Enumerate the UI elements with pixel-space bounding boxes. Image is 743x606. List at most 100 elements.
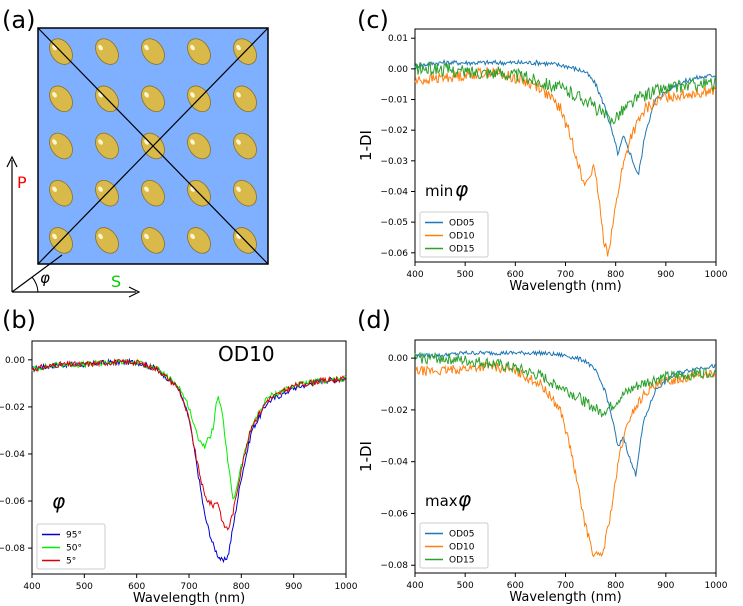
- particle-body: [233, 85, 257, 113]
- x-tick-label: 700: [180, 582, 197, 592]
- y-tick-label: −0.01: [380, 96, 408, 106]
- particle-body: [233, 132, 257, 160]
- particle-body: [187, 227, 211, 254]
- particle-highlight: [98, 44, 103, 51]
- x-tick-label: 600: [507, 270, 524, 280]
- particle-body: [49, 179, 73, 207]
- x-tick-label: 900: [285, 582, 302, 592]
- particle-array: [49, 38, 257, 254]
- chart-panel-d: 400 500 600 700 800 900 1000 0.00 −0.02 −0.04 −0.0…: [357, 339, 728, 605]
- particle-highlight: [144, 186, 149, 192]
- legend-label: OD05: [449, 530, 474, 540]
- particle: [233, 85, 257, 113]
- particle-highlight: [98, 139, 103, 145]
- legend-phi-symbol: φ: [52, 489, 65, 513]
- y-tick-label: −0.08: [380, 561, 408, 571]
- x-tick-label: 600: [507, 581, 524, 591]
- particle-body: [141, 38, 165, 65]
- particle-highlight: [144, 233, 149, 240]
- particle: [141, 38, 165, 65]
- y-tick-label: 0.00: [388, 354, 408, 364]
- chart-panel-b: 400 500 600 700 800 900 1000 0.00 −0.02 −0.04 −0.0…: [0, 340, 358, 606]
- series-line-OD15: [414, 351, 717, 418]
- phi-angle-label: φ: [40, 269, 50, 287]
- particle-highlight: [98, 186, 103, 192]
- x-tick-label: 700: [557, 581, 574, 591]
- particle: [187, 38, 211, 65]
- particle: [95, 132, 119, 160]
- x-tick-label: 500: [457, 581, 474, 591]
- particle-body: [233, 179, 257, 207]
- x-tick-label: 800: [607, 270, 624, 280]
- panel-label-a: (a): [2, 6, 35, 34]
- particle-body: [187, 38, 211, 65]
- panel-label-d: (d): [357, 306, 391, 334]
- particle-highlight: [236, 186, 241, 192]
- y-tick-label: −0.04: [380, 187, 408, 197]
- y-tick-label: −0.02: [380, 126, 408, 136]
- particle-highlight: [190, 233, 195, 240]
- particle-body: [95, 38, 119, 65]
- axis-p-label: P: [17, 173, 27, 192]
- x-tick-label: 400: [406, 270, 423, 280]
- s-axis-arrowhead: [128, 286, 141, 298]
- particle-highlight: [236, 92, 241, 98]
- phi-ray: [11, 254, 63, 293]
- particle: [49, 179, 73, 207]
- y-tick-label: −0.06: [0, 497, 25, 507]
- x-axis-label: Wavelength (nm): [509, 590, 621, 605]
- particle-highlight: [190, 139, 195, 145]
- y-tick-label: 0.00: [5, 356, 25, 366]
- x-tick-label: 400: [406, 581, 423, 591]
- series-line-OD10: [414, 361, 717, 558]
- particle: [141, 179, 165, 207]
- y-tick-label: −0.05: [380, 218, 408, 228]
- y-tick-label: −0.04: [380, 458, 408, 468]
- series-line-5: [31, 358, 347, 531]
- particle-highlight: [236, 44, 241, 51]
- particle-highlight: [52, 186, 57, 192]
- legend-label: OD15: [449, 245, 474, 255]
- x-tick-label: 900: [657, 270, 674, 280]
- series-line-OD05: [414, 58, 717, 176]
- particle-highlight: [190, 92, 195, 98]
- particle-highlight: [52, 92, 57, 98]
- particle-highlight: [52, 233, 57, 240]
- y-axis-label: 1-DI: [357, 130, 375, 161]
- particle-body: [141, 179, 165, 207]
- y-tick-label: −0.02: [380, 406, 408, 416]
- x-tick-label: 500: [457, 270, 474, 280]
- x-tick-label: 1000: [705, 581, 728, 591]
- particle-body: [141, 85, 165, 113]
- particle-highlight: [190, 44, 195, 51]
- legend-label: OD10: [449, 232, 475, 242]
- annotation-od10: OD10: [218, 342, 275, 366]
- particle: [233, 179, 257, 207]
- x-axis-label: Wavelength (nm): [133, 591, 245, 606]
- particle-body: [141, 227, 165, 254]
- y-tick-label: 0.01: [388, 34, 408, 44]
- particle-highlight: [144, 44, 149, 51]
- x-axis-label: Wavelength (nm): [509, 279, 621, 294]
- y-tick-label: −0.06: [380, 249, 408, 259]
- particle-body: [187, 132, 211, 160]
- y-tick-label: −0.06: [380, 509, 408, 519]
- particle-body: [49, 132, 73, 160]
- x-tick-label: 600: [128, 582, 145, 592]
- y-tick-label: −0.03: [380, 157, 408, 167]
- particle: [187, 132, 211, 160]
- legend-label: 50°: [66, 544, 82, 554]
- y-axis-label: 1-DI: [357, 441, 375, 472]
- particle: [141, 227, 165, 254]
- x-tick-label: 400: [23, 582, 40, 592]
- x-tick-label: 800: [233, 582, 250, 592]
- axis-s-label: S: [111, 272, 121, 291]
- panel-label-c: (c): [357, 6, 389, 34]
- particle-body: [95, 132, 119, 160]
- legend-label: OD15: [449, 556, 474, 566]
- particle-highlight: [144, 92, 149, 98]
- x-tick-label: 1000: [705, 270, 728, 280]
- particle: [49, 132, 73, 160]
- legend-label: OD10: [449, 543, 475, 553]
